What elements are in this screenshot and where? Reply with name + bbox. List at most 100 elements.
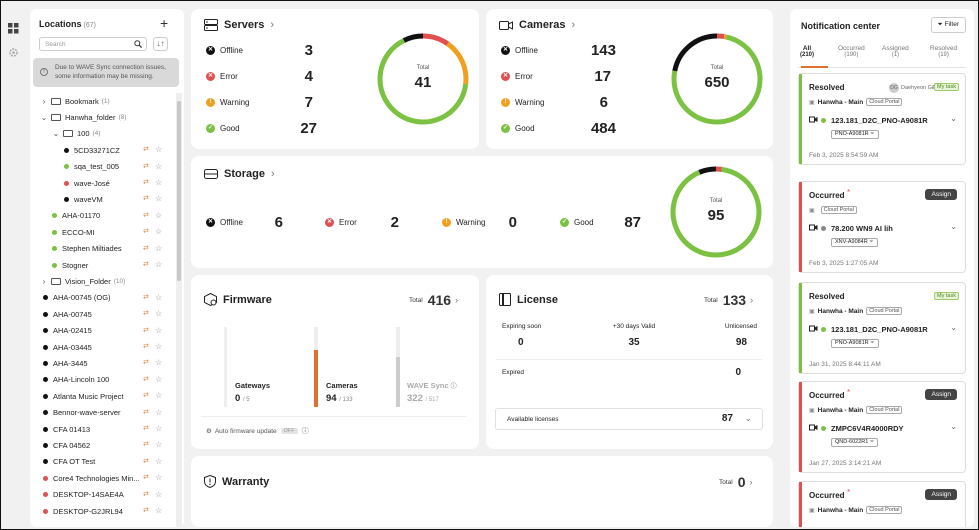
- star-icon[interactable]: ☆: [155, 178, 163, 187]
- link-icon[interactable]: ⇄: [143, 195, 149, 203]
- tree-server[interactable]: AHA-00745: [43, 306, 92, 322]
- star-icon[interactable]: ☆: [155, 325, 163, 335]
- tab-occurred[interactable]: Occurred (190): [838, 45, 865, 58]
- tree-server[interactable]: DESKTOP-14SAE4A: [43, 487, 124, 503]
- link-icon[interactable]: ⇄: [143, 408, 149, 416]
- notification-item[interactable]: Occurred * Assign ▣ Hanwha - Main Cloud Porta…: [798, 481, 966, 527]
- link-icon[interactable]: ⇄: [143, 441, 149, 449]
- star-icon[interactable]: ☆: [155, 227, 163, 237]
- star-icon[interactable]: ☆: [155, 292, 163, 302]
- link-icon[interactable]: ⇄: [143, 162, 149, 170]
- star-icon[interactable]: ☆: [155, 440, 163, 450]
- servers-good-value[interactable]: 27: [300, 120, 317, 137]
- tree-server[interactable]: AHA-3445: [43, 355, 88, 371]
- chevron-icon[interactable]: ›: [42, 276, 46, 286]
- cameras-good-value[interactable]: 484: [590, 120, 616, 137]
- servers-title[interactable]: Servers ›: [204, 19, 274, 31]
- star-icon[interactable]: ☆: [155, 260, 163, 269]
- tree-server[interactable]: Stogner: [52, 257, 88, 273]
- tree-server[interactable]: 5CD33271CZ: [64, 142, 120, 158]
- dashboard-grid-icon[interactable]: [7, 22, 19, 34]
- filter-button[interactable]: ⏷ Filter: [930, 17, 966, 33]
- tree-server[interactable]: ECCO-MI: [52, 224, 95, 240]
- assign-button[interactable]: Assign: [925, 489, 957, 500]
- cameras-offline-value[interactable]: 143: [590, 42, 616, 59]
- star-icon[interactable]: ☆: [155, 407, 163, 417]
- tree-server[interactable]: AHA-03445: [43, 339, 92, 355]
- storage-offline-value[interactable]: 6: [274, 214, 283, 231]
- star-icon[interactable]: ☆: [155, 489, 163, 499]
- link-icon[interactable]: ⇄: [143, 375, 149, 383]
- tree-server[interactable]: Stephen Miltiades: [52, 241, 122, 257]
- tree-server[interactable]: DESKTOP-G2JRL94: [43, 503, 123, 519]
- tree-server[interactable]: AHA-Lincoln 100: [43, 372, 109, 388]
- tree-server[interactable]: Bennor-wave-server: [43, 405, 121, 421]
- tab-resolved[interactable]: Resolved (19): [930, 45, 957, 58]
- expired-value[interactable]: 0: [735, 367, 741, 378]
- storage-warning-value[interactable]: 0: [508, 214, 517, 231]
- cameras-warning-value[interactable]: 6: [599, 94, 608, 111]
- star-icon[interactable]: ☆: [155, 161, 163, 171]
- gear-icon[interactable]: [7, 46, 19, 58]
- tree-server[interactable]: waveVM: [64, 191, 103, 207]
- link-icon[interactable]: ⇄: [143, 146, 149, 154]
- star-icon[interactable]: ☆: [155, 194, 163, 204]
- star-icon[interactable]: ☆: [155, 243, 163, 253]
- star-icon[interactable]: ☆: [155, 473, 163, 483]
- link-icon[interactable]: ⇄: [143, 490, 149, 498]
- servers-error-value[interactable]: 4: [304, 68, 313, 85]
- tree-server[interactable]: AHA-00745 (OG): [43, 290, 111, 306]
- tree-server[interactable]: AHA-02415: [43, 323, 92, 339]
- tree-folder[interactable]: › Vision_Folder (10): [40, 273, 126, 289]
- link-icon[interactable]: ⇄: [143, 211, 149, 219]
- link-icon[interactable]: ⇄: [143, 343, 149, 350]
- tree-server[interactable]: AHA-01170: [52, 208, 100, 224]
- star-icon[interactable]: ☆: [155, 506, 163, 515]
- chevron-icon[interactable]: ⌄: [52, 129, 60, 139]
- cameras-title[interactable]: Cameras ›: [499, 19, 575, 31]
- chevron-icon[interactable]: ›: [42, 96, 46, 106]
- link-icon[interactable]: ⇄: [143, 507, 149, 514]
- chevron-down-icon[interactable]: ⌄: [950, 222, 957, 231]
- tree-server[interactable]: sqa_test_005: [64, 159, 119, 175]
- notification-item[interactable]: Occurred * Assign ▣ Cloud Portal 78.200 WN9 A…: [798, 181, 966, 273]
- link-icon[interactable]: ⇄: [143, 425, 149, 432]
- star-icon[interactable]: ☆: [155, 424, 163, 433]
- star-icon[interactable]: ☆: [155, 145, 163, 155]
- tab-assigned[interactable]: Assigned (1): [882, 45, 909, 58]
- tab-all[interactable]: All (210): [800, 45, 814, 58]
- tree-scrollbar[interactable]: [176, 93, 182, 527]
- chevron-down-icon[interactable]: ⌄: [950, 422, 957, 431]
- available-licenses-dropdown[interactable]: Available licenses 87 ⌄: [495, 408, 763, 430]
- link-icon[interactable]: ⇄: [143, 359, 149, 367]
- link-icon[interactable]: ⇄: [143, 244, 149, 252]
- tree-server[interactable]: CFA 01413: [43, 421, 90, 437]
- notification-item[interactable]: Resolved My task ▣ Hanwha - Main Cloud Porta…: [798, 282, 966, 374]
- chevron-icon[interactable]: ⌄: [40, 112, 48, 122]
- add-location-button[interactable]: +: [160, 15, 169, 31]
- link-icon[interactable]: ⇄: [143, 261, 149, 268]
- link-icon[interactable]: ⇄: [143, 228, 149, 236]
- star-icon[interactable]: ☆: [155, 391, 163, 401]
- link-icon[interactable]: ⇄: [143, 457, 149, 465]
- link-icon[interactable]: ⇄: [143, 474, 149, 482]
- assign-button[interactable]: Assign: [925, 389, 957, 400]
- servers-offline-value[interactable]: 3: [304, 42, 313, 59]
- star-icon[interactable]: ☆: [155, 374, 163, 384]
- tree-folder[interactable]: ⌄ 100 (4): [52, 126, 101, 142]
- storage-error-value[interactable]: 2: [390, 214, 399, 231]
- tree-server[interactable]: Atlanta Music Project: [43, 388, 123, 404]
- tree-server[interactable]: CFA 04562: [43, 437, 90, 453]
- valid-value[interactable]: 35: [628, 337, 640, 348]
- storage-title[interactable]: Storage ›: [204, 168, 275, 180]
- search-input[interactable]: Search: [39, 37, 147, 51]
- tree-server[interactable]: CFA OT Test: [43, 454, 95, 470]
- expiring-value[interactable]: 0: [518, 337, 524, 348]
- sort-button[interactable]: ↓↑: [153, 37, 168, 51]
- firmware-total[interactable]: Total 416 ›: [409, 292, 459, 308]
- warranty-total[interactable]: Total 0 ›: [719, 474, 753, 490]
- unlicensed-value[interactable]: 98: [735, 337, 747, 348]
- tree-server[interactable]: Core4 Technologies Min...: [43, 470, 140, 486]
- servers-warning-value[interactable]: 7: [304, 94, 313, 111]
- link-icon[interactable]: ⇄: [143, 179, 149, 186]
